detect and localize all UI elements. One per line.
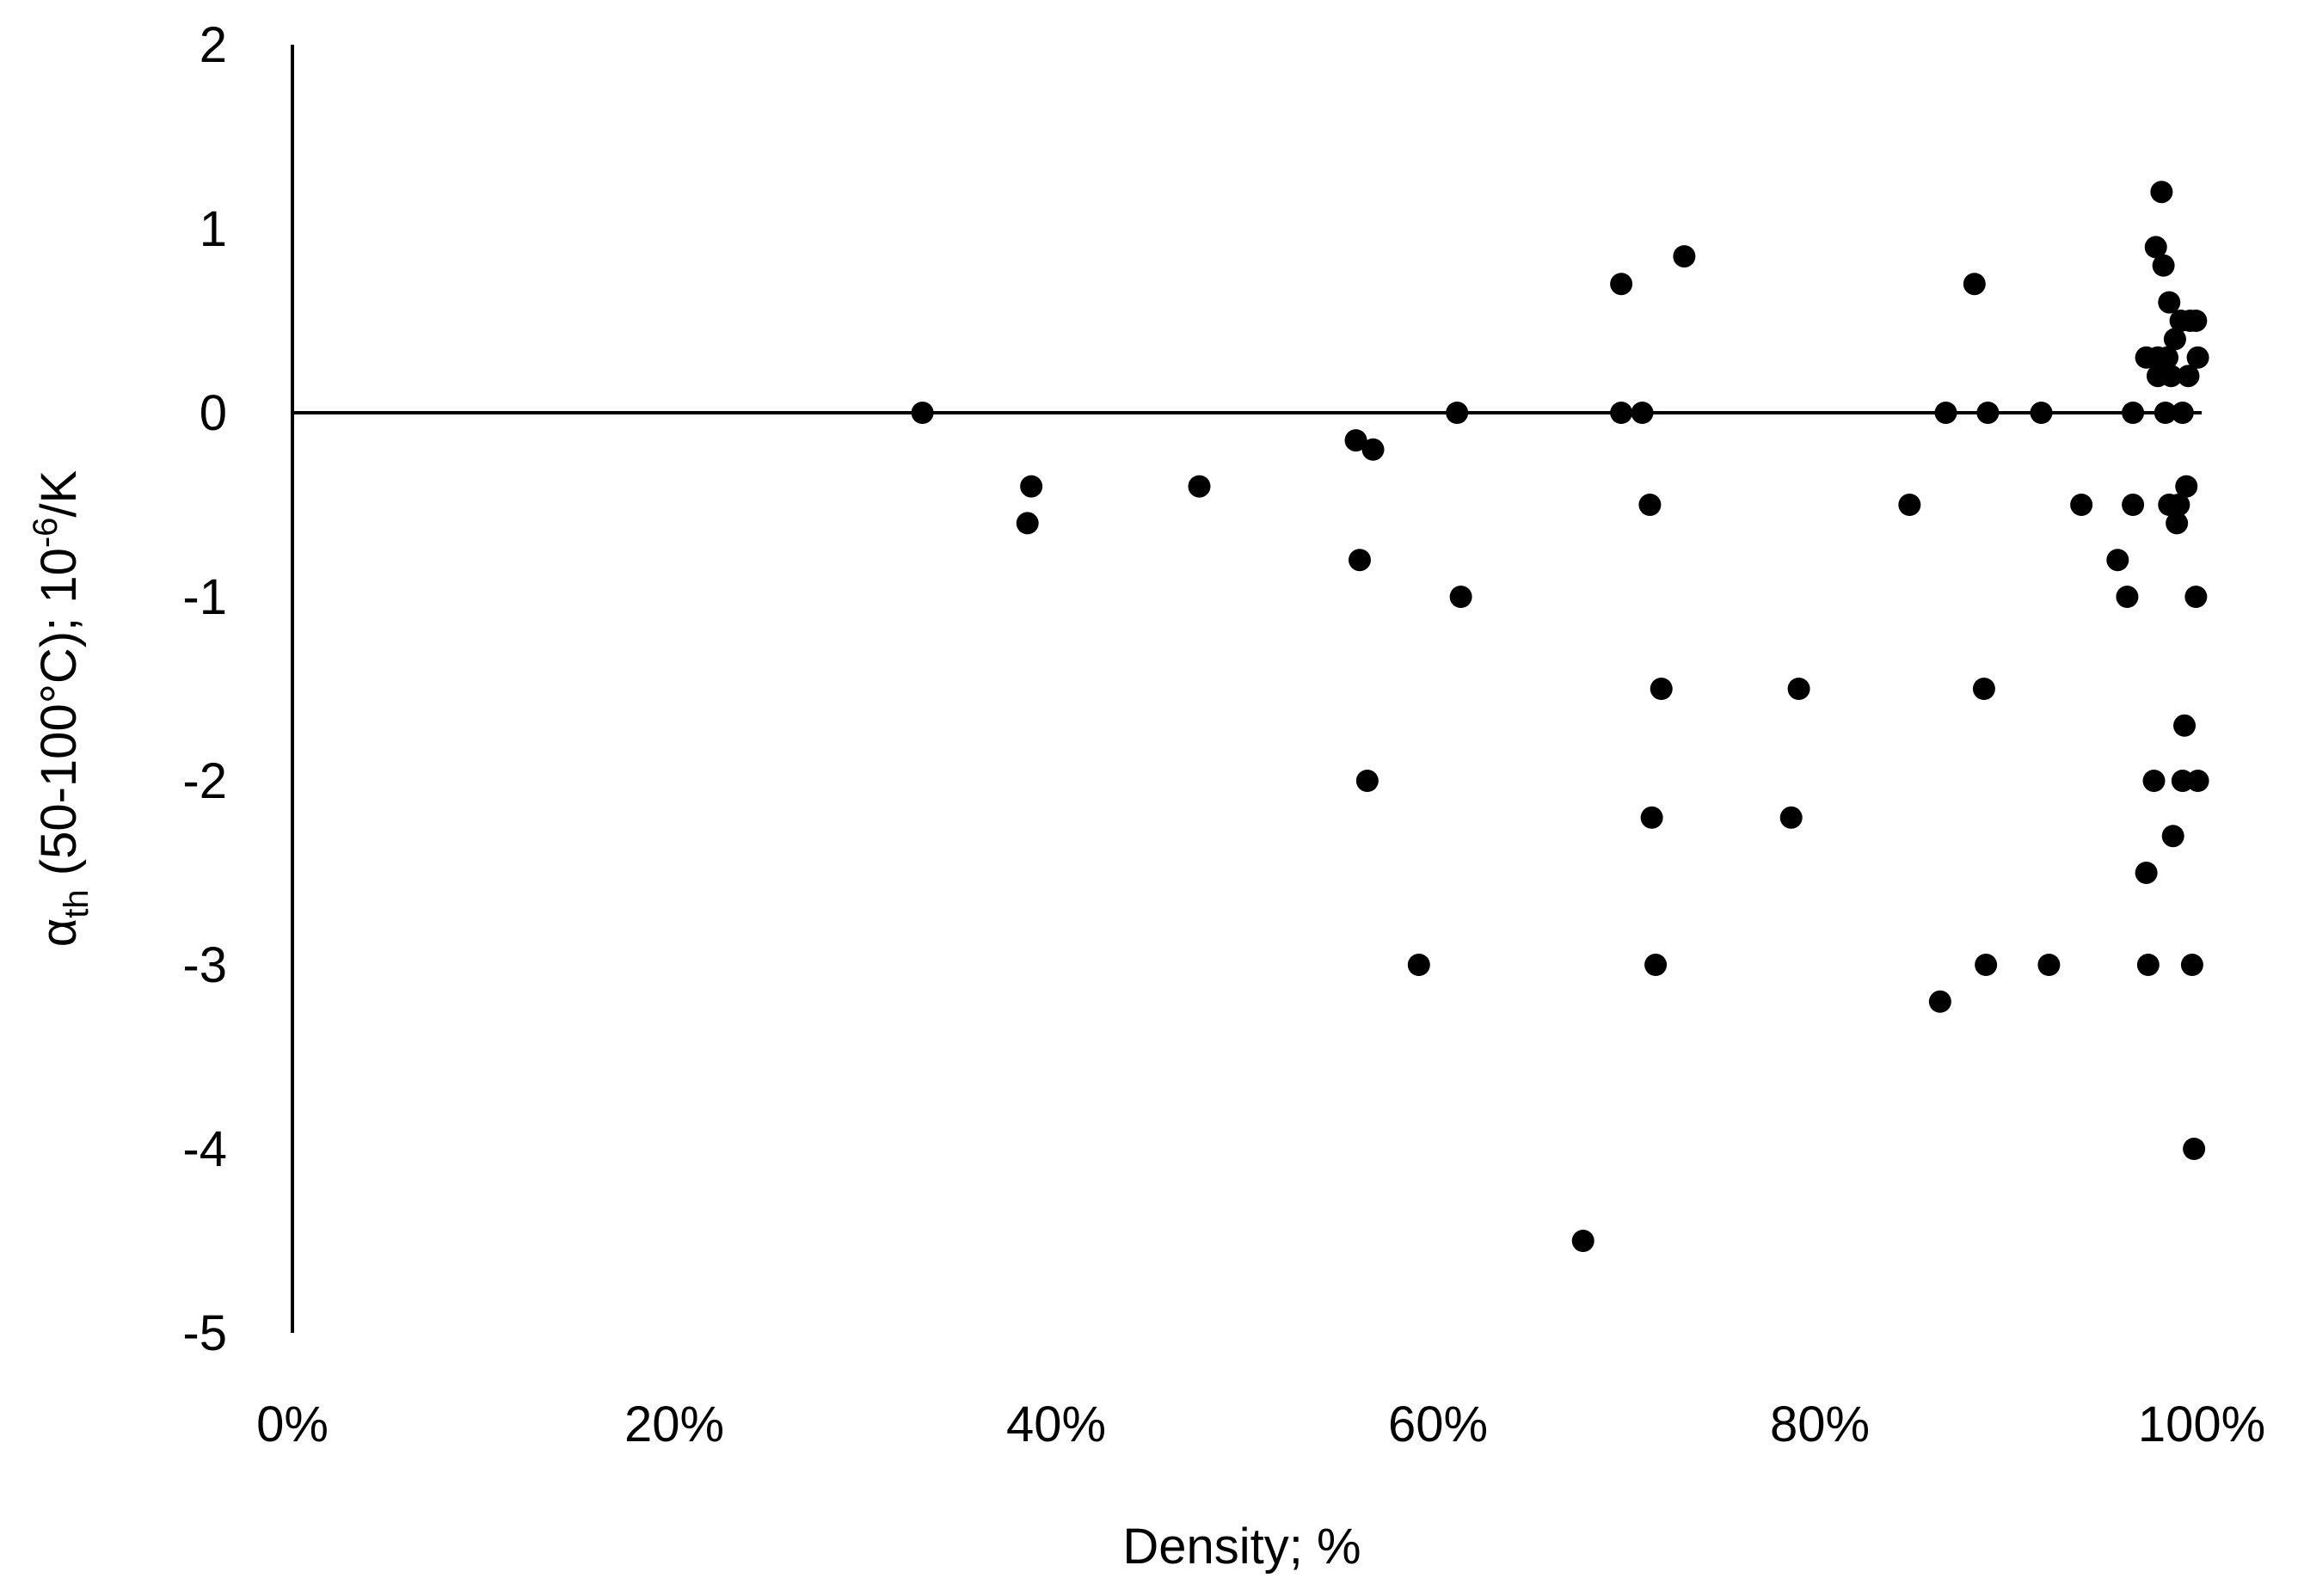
data-point xyxy=(2175,475,2198,498)
data-point xyxy=(1361,438,1385,461)
y-tick-label: -2 xyxy=(182,753,227,809)
data-point xyxy=(1631,402,1654,424)
data-point xyxy=(1928,990,1951,1013)
y-tick-label: -3 xyxy=(182,937,227,993)
data-point xyxy=(2116,586,2139,608)
data-point xyxy=(1963,273,1986,296)
data-point xyxy=(2122,494,2145,516)
data-point xyxy=(1446,402,1469,424)
data-point xyxy=(1934,402,1957,424)
data-point xyxy=(911,402,934,424)
data-point xyxy=(2177,365,2200,388)
data-point xyxy=(2136,954,2160,976)
data-point xyxy=(2106,549,2129,572)
data-point xyxy=(2030,402,2053,424)
data-point xyxy=(1188,475,1211,498)
data-point xyxy=(1898,494,1921,516)
data-point xyxy=(1644,954,1668,976)
data-point xyxy=(1650,678,1673,700)
data-point xyxy=(1020,475,1043,498)
data-point xyxy=(2171,770,2194,792)
data-point xyxy=(2156,346,2179,369)
x-tick-label: 0% xyxy=(256,1396,329,1452)
x-tick-label: 80% xyxy=(1770,1396,1870,1452)
y-tick-label: 2 xyxy=(200,17,227,73)
y-tick-label: 0 xyxy=(200,385,227,441)
data-point xyxy=(2167,494,2190,516)
y-axis-title-symbol: α xyxy=(31,918,87,948)
data-point xyxy=(2158,291,2181,314)
data-point xyxy=(1787,678,1810,700)
y-tick-labels: 2 1 0 -1 -2 -3 -4 -5 xyxy=(182,17,227,1361)
y-axis-title-unit: /K xyxy=(31,470,87,517)
data-point xyxy=(1673,245,1696,268)
data-point xyxy=(1640,806,1663,829)
data-points xyxy=(911,181,2209,1252)
data-point xyxy=(2150,181,2173,204)
data-point xyxy=(2183,1138,2206,1160)
data-point xyxy=(1407,954,1430,976)
data-point xyxy=(1610,273,1633,296)
data-point xyxy=(2186,346,2209,369)
data-point xyxy=(1638,494,1662,516)
data-point xyxy=(2184,586,2208,608)
data-point xyxy=(1610,402,1633,424)
y-tick-label: -5 xyxy=(182,1305,227,1361)
data-point xyxy=(2173,714,2197,737)
data-point xyxy=(1016,512,1039,535)
data-point xyxy=(2037,954,2061,976)
y-axis-title: αth (50-100°C); 10-6/K xyxy=(27,470,95,947)
x-tick-label: 60% xyxy=(1388,1396,1488,1452)
data-point xyxy=(1571,1230,1594,1252)
data-point xyxy=(2180,954,2203,976)
data-point xyxy=(2161,825,2184,848)
data-point xyxy=(2070,494,2093,516)
data-point xyxy=(2163,328,2186,351)
y-tick-label: -4 xyxy=(182,1121,227,1177)
x-tick-label: 100% xyxy=(2138,1396,2265,1452)
data-point xyxy=(1355,770,1379,792)
data-point xyxy=(1779,806,1803,829)
data-point xyxy=(2122,402,2145,424)
data-point xyxy=(2142,770,2166,792)
data-point xyxy=(1975,954,1998,976)
data-point xyxy=(1449,586,1472,608)
data-point xyxy=(2135,862,2158,884)
y-tick-label: 1 xyxy=(200,201,227,257)
y-axis-title-subscript: th xyxy=(58,889,95,918)
data-point xyxy=(1344,429,1367,452)
data-point xyxy=(1972,678,1995,700)
y-axis-title-text: (50-100°C); 10 xyxy=(31,548,87,889)
data-point xyxy=(2184,310,2208,332)
y-axis-title-exponent: -6 xyxy=(27,518,65,549)
data-point xyxy=(2186,770,2209,792)
data-point xyxy=(2154,402,2177,424)
x-tick-labels: 0% 20% 40% 60% 80% 100% xyxy=(256,1396,2265,1452)
data-point xyxy=(2171,402,2194,424)
x-tick-label: 40% xyxy=(1006,1396,1106,1452)
x-tick-label: 20% xyxy=(624,1396,724,1452)
data-point xyxy=(2166,512,2189,535)
x-axis-title: Density; % xyxy=(1122,1519,1361,1575)
data-point xyxy=(1348,549,1371,572)
y-tick-label: -1 xyxy=(182,569,227,625)
data-point xyxy=(2152,254,2175,277)
data-point xyxy=(1976,402,2000,424)
data-point xyxy=(2144,236,2167,259)
data-point xyxy=(2160,365,2183,388)
